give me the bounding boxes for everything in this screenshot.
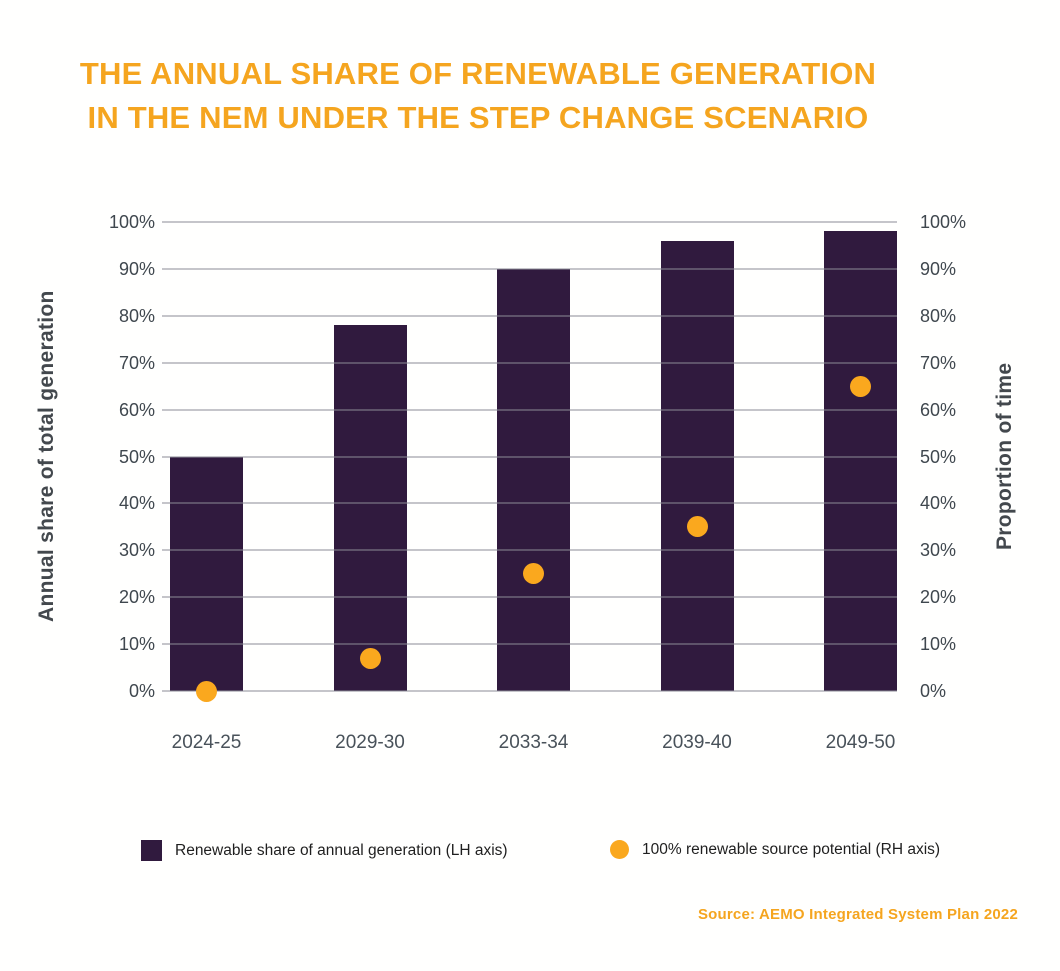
category-label-2039-40: 2039-40: [662, 732, 732, 753]
category-label-2049-50: 2049-50: [825, 732, 896, 753]
tick-label-right-20%: 20%: [920, 587, 957, 608]
tick-label-right-60%: 60%: [920, 399, 957, 420]
tick-label-right-100%: 100%: [920, 212, 967, 232]
tick-label-left-60%: 60%: [118, 399, 155, 420]
gridline-60%: [162, 408, 897, 411]
tick-label-left-10%: 10%: [118, 634, 155, 655]
tick-label-left-30%: 30%: [118, 540, 155, 561]
tick-label-right-30%: 30%: [920, 540, 957, 561]
dot-2029-30: [359, 647, 381, 669]
gridline-70%: [162, 361, 897, 364]
legend-label-dots: 100% renewable source potential (RH axis…: [642, 840, 941, 858]
bar-2039-40: [660, 240, 734, 691]
gridline-80%: [162, 314, 897, 317]
dot-2024-25: [196, 680, 217, 702]
tick-label-left-100%: 100%: [108, 212, 155, 232]
legend-label-bars: Renewable share of annual generation (LH…: [175, 841, 508, 859]
gridline-50%: [162, 455, 897, 458]
category-label-2024-25: 2024-25: [171, 732, 242, 753]
tick-label-right-10%: 10%: [920, 634, 957, 655]
bar-2024-25: [170, 456, 243, 691]
gridline-30%: [162, 549, 897, 552]
tick-label-left-40%: 40%: [118, 493, 155, 514]
category-label-2029-30: 2029-30: [335, 732, 405, 753]
tick-label-right-50%: 50%: [920, 446, 957, 467]
gridline-100%: [162, 221, 897, 223]
tick-label-left-20%: 20%: [118, 587, 155, 608]
tick-label-left-90%: 90%: [118, 258, 155, 279]
tick-label-left-80%: 80%: [118, 305, 155, 326]
tick-label-right-70%: 70%: [920, 352, 957, 373]
gridline-10%: [162, 643, 897, 646]
dot-swatch-icon: [610, 840, 629, 859]
gridline-0%: [162, 690, 897, 692]
chart-title: THE ANNUAL SHARE OF RENEWABLE GENERATION…: [0, 52, 956, 140]
tick-label-right-0%: 0%: [920, 681, 947, 701]
chart-title-line-2: IN THE NEM UNDER THE STEP CHANGE SCENARI…: [87, 100, 869, 135]
plot-area: [162, 221, 897, 702]
category-label-2033-34: 2033-34: [498, 732, 569, 753]
dot-2033-34: [523, 563, 544, 585]
y-axis-right: 0% 10% 20% 30% 40% 50% 60% 70% 80% 90% 100%: [920, 212, 990, 701]
legend-item-dots: 100% renewable source potential (RH axis…: [610, 840, 940, 859]
dot-2049-50: [850, 375, 871, 397]
tick-label-left-50%: 50%: [118, 446, 155, 467]
legend: Renewable share of annual generation (LH…: [0, 840, 1060, 864]
gridline-20%: [162, 596, 897, 599]
y-axis-title-left: Annual share of total generation: [35, 290, 58, 623]
bar-2029-30: [333, 325, 407, 691]
tick-label-right-40%: 40%: [920, 493, 957, 514]
tick-label-right-80%: 80%: [920, 305, 957, 326]
chart-title-line-1: THE ANNUAL SHARE OF RENEWABLE GENERATION: [79, 56, 877, 91]
y-axis-left: 0% 10% 20% 30% 40% 50% 60% 70% 80% 90% 100%: [88, 212, 155, 701]
tick-label-right-90%: 90%: [920, 258, 957, 279]
legend-item-bars: Renewable share of annual generation (LH…: [141, 840, 508, 861]
source-attribution: Source: AEMO Integrated System Plan 2022: [697, 906, 1018, 923]
tick-label-left-70%: 70%: [118, 352, 155, 373]
gridline-40%: [162, 502, 897, 505]
bar-2049-50: [824, 231, 897, 691]
tick-label-left-0%: 0%: [128, 681, 155, 701]
y-axis-title-right: Proportion of time: [993, 362, 1016, 551]
x-axis-labels: 2024-25 2029-30 2033-34 2039-40 2049-50: [162, 732, 897, 758]
bar-swatch-icon: [141, 840, 162, 861]
gridline-90%: [162, 267, 897, 270]
dot-2039-40: [686, 516, 708, 538]
bar-2033-34: [497, 268, 570, 691]
